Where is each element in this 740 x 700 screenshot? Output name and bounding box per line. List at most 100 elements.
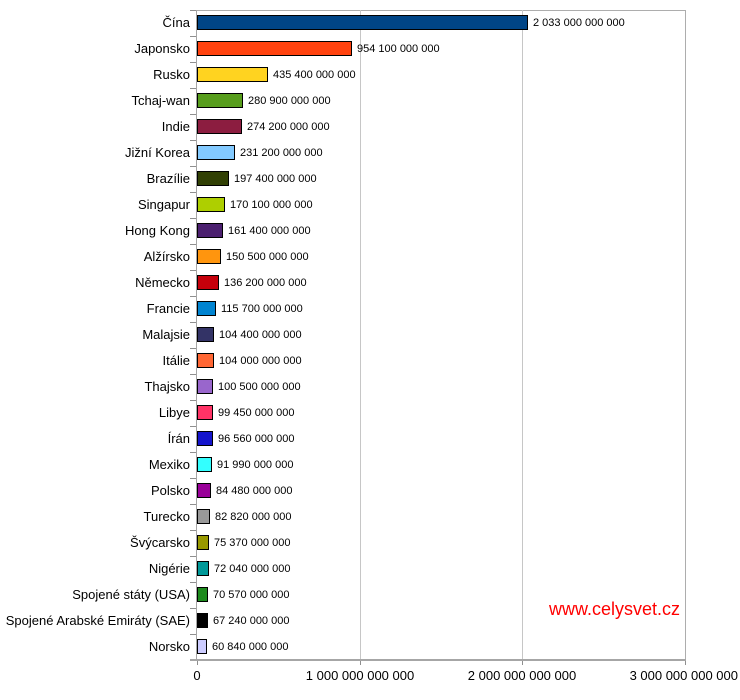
plot-top-border	[197, 10, 686, 11]
y-axis-tick	[190, 140, 196, 141]
category-label: Nigérie	[148, 561, 190, 576]
category-label: Tchaj-wan	[131, 93, 190, 108]
category-label: Malajsie	[142, 327, 190, 342]
bar	[197, 405, 213, 420]
bar	[197, 483, 211, 498]
y-axis-tick	[190, 426, 196, 427]
category-label: Indie	[161, 119, 190, 134]
y-axis-line	[196, 10, 197, 660]
y-axis-tick	[190, 192, 196, 193]
value-label: 231 200 000 000	[240, 147, 323, 159]
value-label: 274 200 000 000	[247, 121, 330, 133]
category-label: Francie	[146, 301, 190, 316]
bar	[197, 41, 352, 56]
category-label: Čína	[162, 15, 190, 30]
value-label: 435 400 000 000	[273, 69, 356, 81]
bar	[197, 379, 213, 394]
value-label: 99 450 000 000	[218, 407, 295, 419]
y-axis-tick	[190, 400, 196, 401]
category-label: Rusko	[153, 67, 190, 82]
value-label: 150 500 000 000	[226, 251, 309, 263]
x-axis-tick	[360, 661, 361, 665]
bar	[197, 535, 209, 550]
category-label: Švýcarsko	[130, 535, 190, 550]
gridline	[360, 10, 361, 660]
value-label: 60 840 000 000	[212, 641, 289, 653]
y-axis-tick	[190, 582, 196, 583]
category-label: Spojené státy (USA)	[72, 587, 190, 602]
y-axis-tick	[190, 296, 196, 297]
value-label: 70 570 000 000	[213, 589, 290, 601]
value-label: 67 240 000 000	[213, 615, 290, 627]
bar	[197, 249, 221, 264]
bar	[197, 275, 219, 290]
category-label: Japonsko	[134, 41, 190, 56]
category-label: Írán	[167, 431, 190, 446]
y-axis-tick	[190, 374, 196, 375]
x-axis-tick-label: 1 000 000 000 000	[305, 668, 415, 683]
y-axis-tick	[190, 10, 196, 11]
value-label: 75 370 000 000	[214, 537, 291, 549]
bar	[197, 119, 242, 134]
bar	[197, 223, 223, 238]
category-label: Polsko	[150, 483, 190, 498]
value-label: 82 820 000 000	[215, 511, 292, 523]
bar	[197, 15, 528, 30]
x-axis-tick-label: 3 000 000 000 000	[629, 668, 738, 683]
value-label: 170 100 000 000	[230, 199, 313, 211]
y-axis-tick	[190, 218, 196, 219]
value-label: 100 500 000 000	[218, 381, 301, 393]
bar	[197, 145, 235, 160]
bar	[197, 67, 268, 82]
value-label: 104 400 000 000	[219, 329, 302, 341]
category-label: Hong Kong	[124, 223, 190, 238]
value-label: 136 200 000 000	[224, 277, 307, 289]
value-label: 104 000 000 000	[219, 355, 302, 367]
category-label: Norsko	[148, 639, 190, 654]
bar	[197, 171, 229, 186]
category-label: Thajsko	[144, 379, 190, 394]
y-axis-tick	[190, 88, 196, 89]
x-axis-tick-label: 2 000 000 000 000	[467, 668, 577, 683]
y-axis-tick	[190, 270, 196, 271]
value-label: 197 400 000 000	[234, 173, 317, 185]
value-label: 280 900 000 000	[248, 95, 331, 107]
category-label: Itálie	[162, 353, 190, 368]
y-axis-tick	[190, 166, 196, 167]
category-label: Turecko	[143, 509, 190, 524]
bar	[197, 457, 212, 472]
x-axis-tick	[522, 661, 523, 665]
category-label: Singapur	[137, 197, 190, 212]
bar	[197, 93, 243, 108]
y-axis-tick	[190, 114, 196, 115]
y-axis-tick	[190, 36, 196, 37]
watermark-link[interactable]: www.celysvet.cz	[549, 599, 681, 619]
category-label: Jižní Korea	[124, 145, 190, 160]
x-axis-tick-label: 0	[193, 668, 201, 683]
category-label: Mexiko	[148, 457, 190, 472]
y-axis-tick	[190, 556, 196, 557]
category-label: Spojené Arabské Emiráty (SAE)	[5, 613, 190, 628]
bar	[197, 353, 214, 368]
bar	[197, 431, 213, 446]
value-label: 96 560 000 000	[218, 433, 295, 445]
category-label: Libye	[158, 405, 190, 420]
bar	[197, 509, 210, 524]
bar	[197, 301, 216, 316]
category-label: Brazílie	[146, 171, 190, 186]
category-label: Alžírsko	[143, 249, 190, 264]
value-label: 72 040 000 000	[214, 563, 291, 575]
bar	[197, 587, 208, 602]
y-axis-tick	[190, 634, 196, 635]
value-label: 91 990 000 000	[217, 459, 294, 471]
bar	[197, 613, 208, 628]
bar	[197, 561, 209, 576]
y-axis-tick	[190, 478, 196, 479]
bar	[197, 327, 214, 342]
value-label: 161 400 000 000	[228, 225, 311, 237]
category-label: Německo	[135, 275, 190, 290]
x-axis-line	[190, 659, 686, 661]
value-label: 84 480 000 000	[216, 485, 293, 497]
x-axis-tick	[197, 661, 198, 665]
y-axis-tick	[190, 452, 196, 453]
